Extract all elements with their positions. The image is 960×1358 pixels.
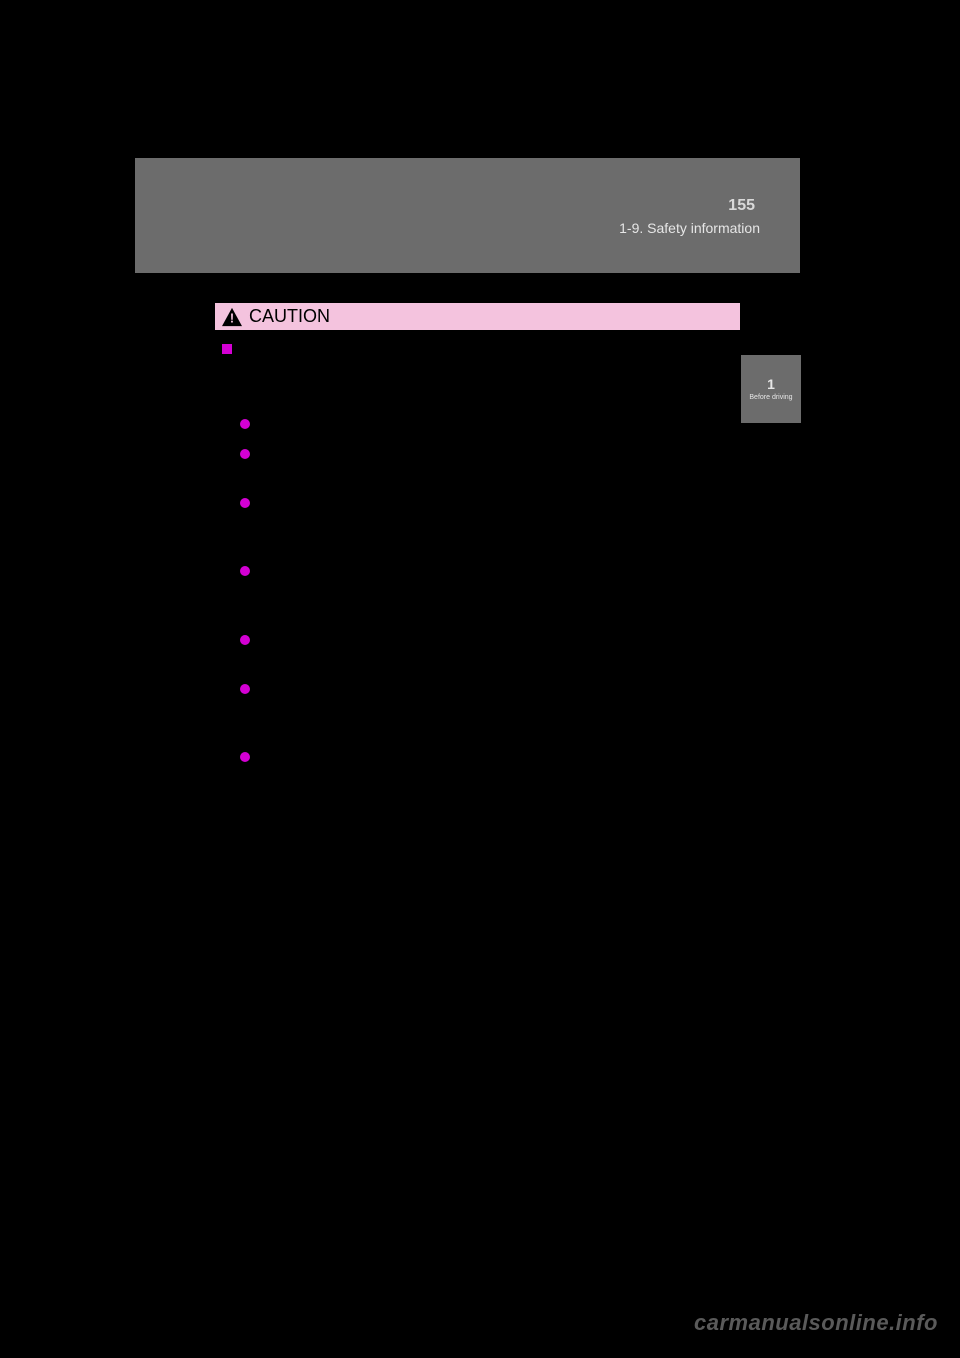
footer-doc-code: PRIUS_OM_OM47614U_(U) [180,728,296,738]
list-item: A portion of a door is damaged or deform… [240,494,732,553]
list-item: The front of the vehicle is damaged or d… [240,445,732,484]
list-item: The pad section of the steering wheel, d… [240,562,732,621]
chapter-side-tab: 1 Before driving [741,355,801,423]
round-bullet-icon [240,684,250,694]
watermark-text: carmanualsonline.info [694,1310,938,1336]
side-tab-label: Before driving [749,394,792,402]
side-tab-number: 1 [767,376,775,392]
svg-text:!: ! [230,310,234,325]
bullet-text: The portion of the front pillars, rear p… [260,680,732,739]
page-header-bar [135,158,800,273]
warning-triangle-icon: ! [221,307,243,327]
bullet-text: The front of the vehicle is damaged or d… [260,445,732,484]
round-bullet-icon [240,566,250,576]
page-number: 155 [728,197,755,215]
round-bullet-icon [240,449,250,459]
round-bullet-icon [240,752,250,762]
caution-content: When to contact your Toyota dealer In th… [222,340,732,797]
caution-title: CAUTION [249,306,330,327]
caution-header: ! CAUTION [215,303,740,330]
caution-intro-text: In the following cases, contact your Toy… [240,364,732,403]
list-item: The surface of the seats with the side a… [240,631,732,670]
list-item: Any of the SRS airbags have been inflate… [240,415,732,435]
section-label: 1-9. Safety information [619,220,760,236]
list-item: The portion of the front pillars, rear p… [240,680,732,739]
bullet-text: A portion of a door is damaged or deform… [260,494,732,553]
bullet-text: The pad section of the steering wheel, d… [260,562,732,621]
list-item: The front seat cushion or knee airbag co… [240,748,732,787]
round-bullet-icon [240,498,250,508]
square-bullet-icon [222,344,232,354]
caution-heading-row: When to contact your Toyota dealer [222,340,732,356]
caution-box: ! CAUTION [214,302,741,331]
bullet-text: The surface of the seats with the side a… [260,631,732,670]
round-bullet-icon [240,635,250,645]
caution-heading-text: When to contact your Toyota dealer [240,340,477,356]
round-bullet-icon [240,419,250,429]
bullet-text: Any of the SRS airbags have been inflate… [260,415,509,435]
bullet-text: The front seat cushion or knee airbag co… [260,748,732,787]
